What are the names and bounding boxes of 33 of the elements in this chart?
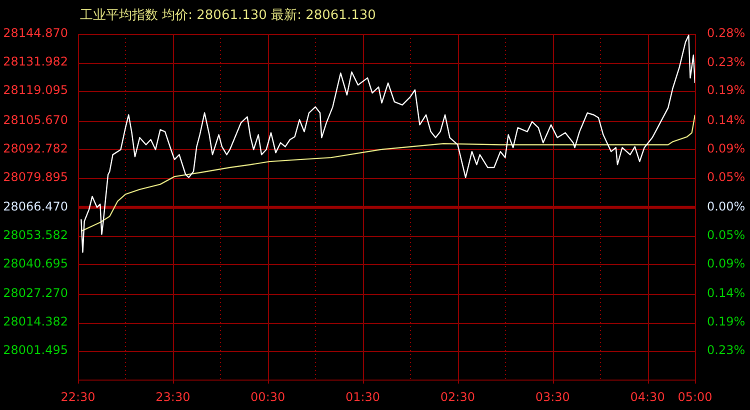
y-tick-label: 28144.870 — [3, 26, 68, 40]
y2-tick-label: 0.00% — [707, 199, 746, 214]
x-tick-label: 05:00 — [678, 390, 712, 404]
y2-tick-label: 0.05% — [707, 170, 746, 184]
y2-tick-label: 0.19% — [707, 314, 746, 329]
y-tick-label: 28066.470 — [3, 200, 68, 214]
y2-tick-label: 0.09% — [707, 141, 746, 156]
y2-tick-label: 0.19% — [707, 83, 746, 98]
y2-tick-label: 0.05% — [707, 228, 746, 242]
y2-tick-label: 0.09% — [707, 256, 746, 270]
y2-tick-label: 0.14% — [707, 112, 746, 127]
y-tick-label: 28119.095 — [3, 83, 68, 98]
y-tick-label: 28014.382 — [3, 314, 68, 329]
x-tick-label: 03:30 — [535, 390, 570, 404]
y-tick-label: 28092.782 — [3, 141, 68, 156]
x-tick-label: 00:30 — [250, 390, 286, 404]
y2-tick-label: 0.14% — [707, 286, 746, 300]
y2-tick-label: 0.23% — [707, 54, 746, 69]
y2-tick-label: 0.28% — [707, 26, 746, 40]
x-tick-label: 23:30 — [156, 390, 190, 404]
y-tick-label: 28079.895 — [3, 170, 68, 184]
y-tick-label: 28027.270 — [3, 286, 68, 300]
x-tick-label: 01:30 — [345, 390, 380, 404]
x-tick-label: 02:30 — [440, 390, 475, 404]
chart-title: 工业平均指数 均价: 28061.130 最新: 28061.130 — [80, 7, 376, 24]
x-tick-label: 04:30 — [630, 390, 665, 404]
y-tick-label: 28105.670 — [3, 112, 68, 127]
y-tick-label: 28040.695 — [3, 256, 68, 271]
y-tick-label: 28131.982 — [3, 54, 68, 69]
y-tick-label: 28001.495 — [3, 343, 68, 358]
y-tick-label: 28053.582 — [3, 228, 68, 242]
x-tick-label: 22:30 — [60, 390, 96, 404]
y2-tick-label: 0.23% — [707, 343, 746, 358]
